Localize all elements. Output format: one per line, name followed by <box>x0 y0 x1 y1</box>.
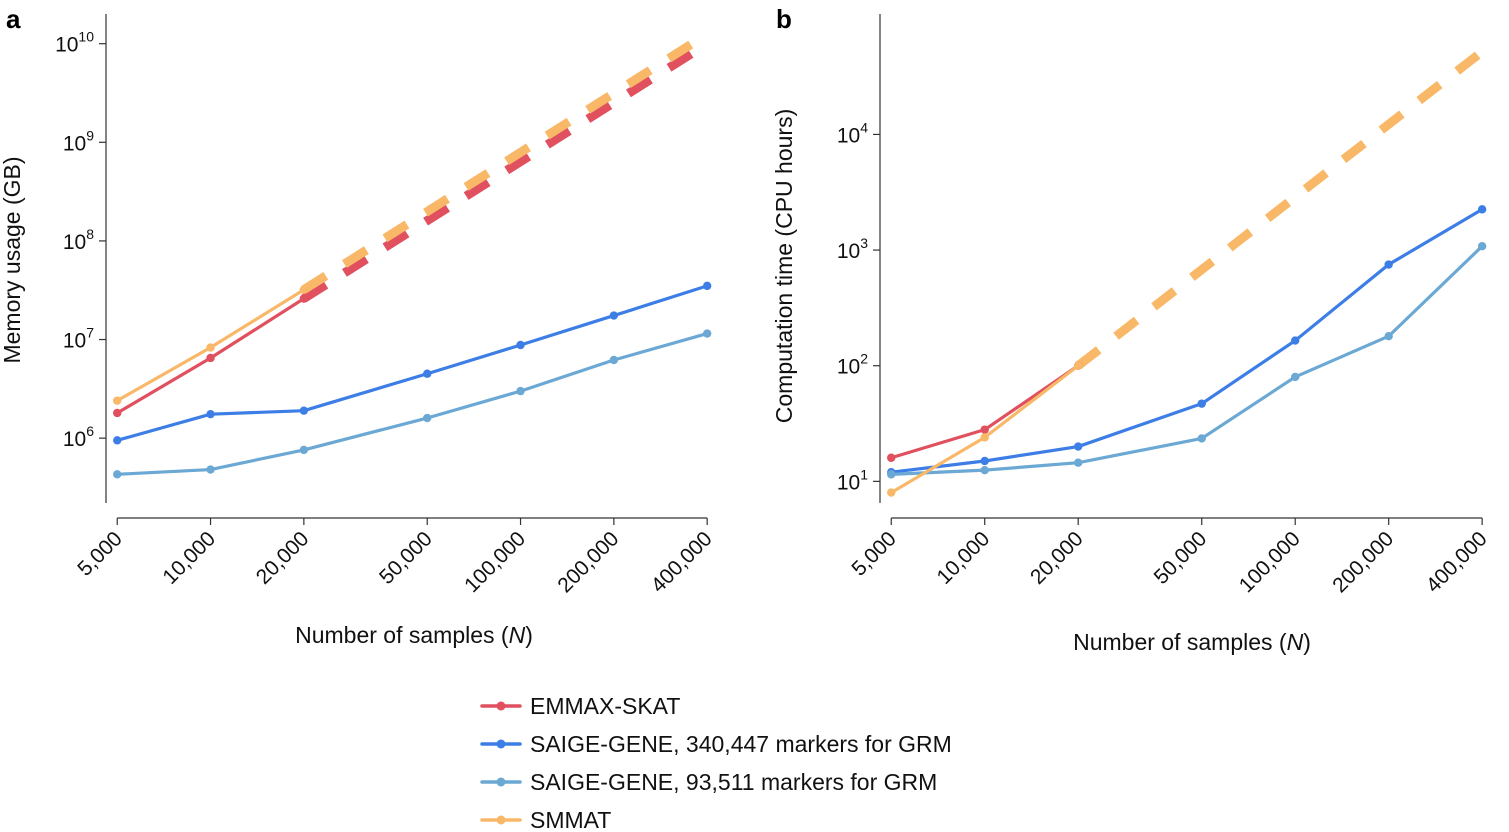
legend-swatch-marker <box>496 739 506 749</box>
legend-label: SAIGE-GENE, 340,447 markers for GRM <box>530 731 952 757</box>
legend-item-emmax: EMMAX-SKAT <box>480 693 680 719</box>
x-tick-label: 10,000 <box>158 527 220 589</box>
series-saige93-point <box>1477 242 1487 251</box>
series-smmat-point <box>1073 361 1083 370</box>
x-tick-label: 50,000 <box>375 527 437 589</box>
panel-b-x-axis-title: Number of samples (N) <box>1073 629 1311 655</box>
panel-a-axes: 106 107 108 109 1010 5,000 10,000 20,000 50,000 1… <box>55 14 717 597</box>
series-saige340-point <box>609 311 619 320</box>
x-tick-label: 10,000 <box>933 527 995 589</box>
series-emmax-extrapolated-line <box>301 39 710 303</box>
series-smmat-point <box>980 433 989 442</box>
series-smmat-point <box>887 488 896 497</box>
x-tick-label: 200,000 <box>553 527 623 597</box>
series-smmat-point <box>113 396 122 405</box>
x-tick-label: 400,000 <box>647 527 717 597</box>
series-saige340-point <box>1291 336 1300 345</box>
panel-b: b 101 102 103 104 5,000 10,000 20,000 50,000 100… <box>771 4 1492 655</box>
series-saige340-point <box>980 456 989 466</box>
series-saige340-line <box>115 284 709 442</box>
x-tick-label: 20,000 <box>1026 527 1088 589</box>
panel-b-y-axis-title: Computation time (CPU hours) <box>771 109 797 423</box>
x-tick-label: 100,000 <box>1235 527 1305 597</box>
series-emmax-point <box>113 408 122 418</box>
series-saige340-point <box>113 436 122 445</box>
legend: EMMAX-SKAT SAIGE-GENE, 340,447 markers fo… <box>480 693 952 832</box>
series-saige93-point <box>299 445 309 455</box>
series-saige93-point <box>702 329 712 338</box>
series-saige93-point <box>1197 434 1206 443</box>
x-tick-label: 100,000 <box>460 527 530 597</box>
x-tick-label: 400,000 <box>1422 527 1492 597</box>
panel-b-letter: b <box>776 4 792 34</box>
y-tick-label: 104 <box>837 119 868 147</box>
y-tick-label: 103 <box>837 235 868 263</box>
y-tick-label: 101 <box>837 466 868 494</box>
panel-a-y-axis-title: Memory usage (GB) <box>0 156 25 363</box>
x-tick-label: 200,000 <box>1328 527 1398 597</box>
legend-swatch-marker <box>496 777 506 787</box>
panel-a-x-axis-title: Number of samples (N) <box>295 622 533 648</box>
series-saige93-line <box>115 331 709 476</box>
x-tick-label: 50,000 <box>1150 527 1212 589</box>
y-tick-label: 107 <box>63 325 94 353</box>
series-saige93-point <box>1073 458 1083 467</box>
series-smmat-point <box>206 343 215 352</box>
legend-swatch-marker <box>496 815 506 825</box>
series-saige93-point <box>423 413 432 423</box>
y-tick-label: 108 <box>63 226 94 254</box>
x-tick-label: 5,000 <box>847 527 900 580</box>
legend-label: SAIGE-GENE, 93,511 markers for GRM <box>530 769 937 795</box>
y-tick-label: 109 <box>63 127 94 155</box>
x-tick-label: 20,000 <box>252 527 314 589</box>
series-emmax-point <box>887 453 896 462</box>
y-tick-label: 106 <box>63 423 94 451</box>
series-saige340-point <box>1197 399 1206 408</box>
series-saige340-point <box>423 369 432 378</box>
x-tick-label: 5,000 <box>73 527 126 580</box>
series-saige93-point <box>609 355 619 365</box>
series-saige93-point <box>113 470 122 479</box>
y-tick-label: 1010 <box>55 29 94 57</box>
legend-label: EMMAX-SKAT <box>530 693 680 719</box>
legend-item-smmat: SMMAT <box>480 807 611 832</box>
legend-item-saige93: SAIGE-GENE, 93,511 markers for GRM <box>480 769 937 795</box>
legend-item-saige340: SAIGE-GENE, 340,447 markers for GRM <box>480 731 952 757</box>
series-smmat-extrapolated-line <box>1075 48 1485 370</box>
series-emmax-point <box>299 294 309 303</box>
series-saige340-point <box>1384 260 1393 269</box>
panel-b-series <box>887 48 1487 497</box>
panel-b-axes: 101 102 103 104 5,000 10,000 20,000 50,000 100,0… <box>837 14 1492 597</box>
series-smmat-extrapolated-line <box>301 30 710 294</box>
series-saige340-point <box>516 340 525 350</box>
panel-a-series <box>113 30 712 479</box>
panel-a: a 106 107 108 109 1010 5,000 10,000 20,000 50,00… <box>0 4 717 648</box>
series-emmax-point <box>980 425 989 434</box>
series-saige340-point <box>299 406 309 415</box>
series-saige340-point <box>702 281 712 291</box>
series-emmax-point <box>206 353 215 363</box>
series-saige340-point <box>1477 205 1487 214</box>
legend-label: SMMAT <box>530 807 611 832</box>
panel-a-letter: a <box>6 4 21 34</box>
series-saige340-point <box>206 409 215 419</box>
series-saige93-point <box>980 465 989 475</box>
series-saige93-point <box>1384 331 1393 341</box>
series-saige93-point <box>1291 372 1300 382</box>
y-tick-label: 102 <box>837 351 868 379</box>
series-saige340-line <box>889 207 1484 474</box>
series-saige93-point <box>887 470 896 479</box>
series-saige93-point <box>516 386 525 396</box>
series-saige93-point <box>206 465 215 474</box>
series-emmax-line <box>889 364 1080 460</box>
legend-swatch-marker <box>496 701 506 711</box>
series-saige340-point <box>1073 442 1083 451</box>
series-smmat-point <box>299 285 309 294</box>
